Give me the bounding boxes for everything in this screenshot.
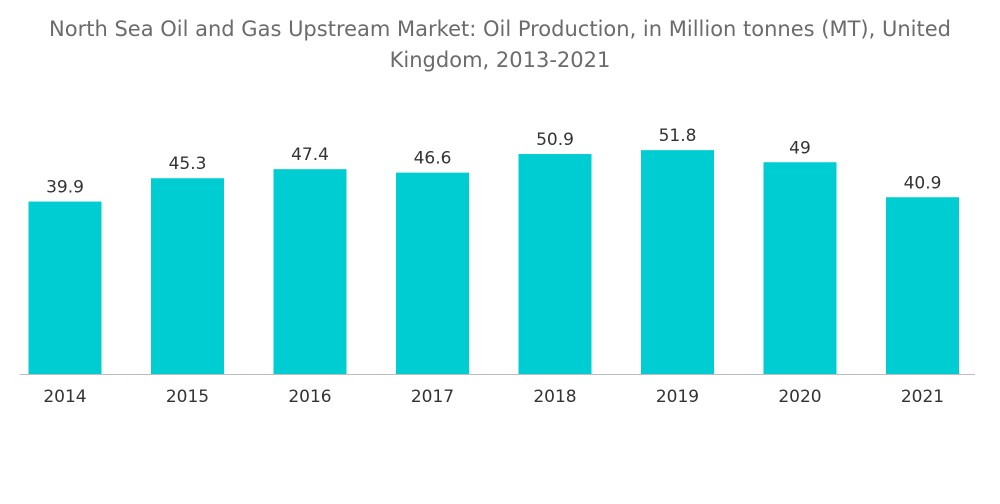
- x-tick-label-2021: 2021: [901, 387, 944, 407]
- value-label-2020: 49: [789, 138, 811, 158]
- x-tick-label-2019: 2019: [656, 387, 699, 407]
- x-tick-label-2017: 2017: [411, 387, 454, 407]
- value-label-2019: 51.8: [659, 126, 697, 146]
- bar-2019: [641, 150, 714, 374]
- bar-2016: [273, 169, 347, 374]
- x-tick-label-2014: 2014: [43, 387, 86, 407]
- bar-2021: [886, 197, 959, 374]
- bar-2014: [28, 201, 102, 374]
- bar-2017: [396, 172, 469, 374]
- x-tick-label-2016: 2016: [288, 387, 331, 407]
- x-tick-label-2015: 2015: [166, 387, 209, 407]
- chart-title: North Sea Oil and Gas Upstream Market: O…: [49, 17, 951, 72]
- x-tick-label-2018: 2018: [533, 387, 576, 407]
- value-label-2017: 46.6: [414, 149, 452, 169]
- x-tick-label-2020: 2020: [778, 387, 821, 407]
- bar-2018: [518, 154, 592, 374]
- value-labels-group: 39.9 45.3 47.4 46.6 50.9 51.8 49 40.9: [46, 126, 941, 197]
- value-label-2016: 47.4: [291, 145, 329, 165]
- value-label-2014: 39.9: [46, 178, 84, 198]
- x-tick-labels-group: 2014 2015 2016 2017 2018 2019 2020 2021: [43, 387, 944, 407]
- value-label-2015: 45.3: [169, 154, 207, 174]
- value-label-2021: 40.9: [904, 173, 942, 193]
- bar-2020: [763, 162, 837, 374]
- bars-group: [28, 150, 959, 374]
- value-label-2018: 50.9: [536, 130, 574, 150]
- bar-2015: [151, 178, 224, 374]
